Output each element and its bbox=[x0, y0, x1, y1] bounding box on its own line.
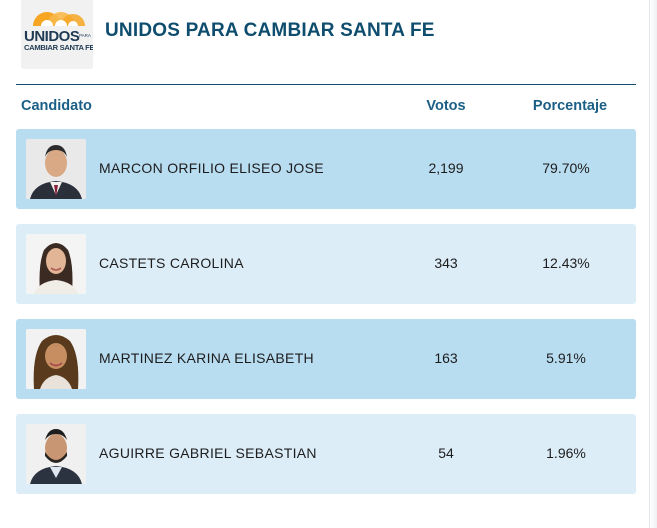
column-header-votos: Votos bbox=[426, 98, 466, 114]
candidate-row[interactable]: MARTINEZ KARINA ELISABETH 163 5.91% bbox=[16, 319, 636, 399]
sun-icon bbox=[33, 12, 85, 26]
party-header: UNIDOS PARA CAMBIAR SANTA FE UNIDOS PARA… bbox=[0, 0, 645, 70]
candidate-name: CASTETS CAROLINA bbox=[99, 255, 244, 271]
candidate-row[interactable]: AGUIRRE GABRIEL SEBASTIAN 54 1.96% bbox=[16, 414, 636, 494]
candidate-photo bbox=[26, 424, 86, 484]
column-header-porcentaje: Porcentaje bbox=[532, 98, 608, 114]
window-right-edge bbox=[649, 0, 657, 528]
candidate-votes: 343 bbox=[434, 255, 458, 271]
svg-text:UNIDOS: UNIDOS bbox=[24, 28, 80, 45]
header-divider bbox=[16, 84, 636, 85]
candidate-percentage: 79.70% bbox=[542, 160, 590, 176]
candidate-percentage: 1.96% bbox=[546, 445, 586, 461]
svg-text:PARA: PARA bbox=[79, 33, 91, 38]
candidate-row[interactable]: CASTETS CAROLINA 343 12.43% bbox=[16, 224, 636, 304]
candidate-photo bbox=[26, 139, 86, 199]
candidate-name: AGUIRRE GABRIEL SEBASTIAN bbox=[99, 445, 317, 461]
candidate-votes: 2,199 bbox=[428, 160, 464, 176]
candidate-photo bbox=[26, 234, 86, 294]
candidate-name: MARTINEZ KARINA ELISABETH bbox=[99, 350, 314, 366]
candidate-percentage: 12.43% bbox=[542, 255, 590, 271]
party-logo: UNIDOS PARA CAMBIAR SANTA FE bbox=[21, 0, 93, 69]
svg-text:CAMBIAR SANTA FE: CAMBIAR SANTA FE bbox=[24, 43, 93, 52]
candidate-name: MARCON ORFILIO ELISEO JOSE bbox=[99, 160, 324, 176]
candidate-percentage: 5.91% bbox=[546, 350, 586, 366]
candidate-row[interactable]: MARCON ORFILIO ELISEO JOSE 2,199 79.70% bbox=[16, 129, 636, 209]
candidate-votes: 163 bbox=[434, 350, 458, 366]
candidate-photo bbox=[26, 329, 86, 389]
candidate-votes: 54 bbox=[438, 445, 454, 461]
column-header-candidato: Candidato bbox=[21, 98, 92, 114]
party-title: UNIDOS PARA CAMBIAR SANTA FE bbox=[105, 20, 435, 41]
